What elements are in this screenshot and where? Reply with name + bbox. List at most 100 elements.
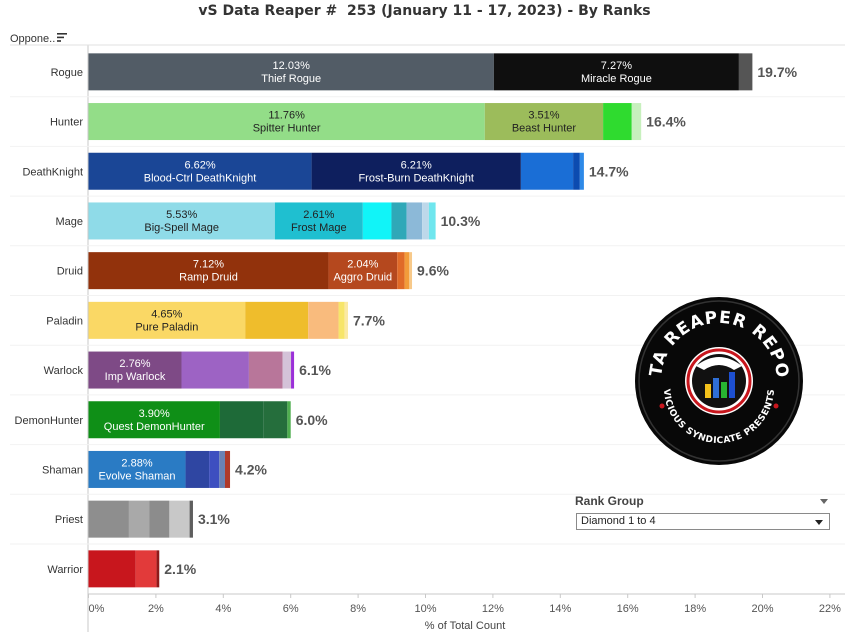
segment-value-label: 12.03% xyxy=(273,60,311,72)
segment-name-label: Spitter Hunter xyxy=(253,123,321,135)
bar-segment xyxy=(308,301,339,339)
category-label: DemonHunter xyxy=(15,415,84,427)
bar-segment xyxy=(406,202,423,240)
bar-segment xyxy=(362,202,392,240)
x-tick-label: 4% xyxy=(215,603,231,615)
category-total-label: 7.7% xyxy=(353,312,385,328)
segment-name-label: Evolve Shaman xyxy=(99,470,176,482)
bar-segment xyxy=(520,152,574,190)
segment-name-label: Miracle Rogue xyxy=(581,73,652,85)
x-tick-label: 14% xyxy=(549,603,571,615)
bar-segment xyxy=(88,252,329,290)
bar-segment xyxy=(88,152,312,190)
segment-value-label: 3.90% xyxy=(139,408,170,420)
bar-segment xyxy=(88,550,136,588)
category-label: Warlock xyxy=(44,365,84,377)
bar-segment xyxy=(493,53,739,91)
x-tick-label: 6% xyxy=(283,603,299,615)
bar-segment xyxy=(409,252,413,290)
category-total-label: 4.2% xyxy=(235,461,267,477)
segment-value-label: 7.27% xyxy=(601,60,632,72)
bar-segment xyxy=(631,103,642,141)
segment-value-label: 5.53% xyxy=(166,209,197,221)
bar-segment xyxy=(422,202,429,240)
segment-value-label: 6.21% xyxy=(401,159,432,171)
category-total-label: 16.4% xyxy=(646,114,686,130)
data-reaper-logo: DATA REAPER REPORT VICIOUS SYNDICATE PRE… xyxy=(634,296,803,465)
bar-segment xyxy=(291,351,295,389)
bar-segment xyxy=(88,301,246,339)
bar-segment xyxy=(484,103,604,141)
bar-segment xyxy=(88,103,485,141)
bar-segment xyxy=(88,500,129,538)
category-label: Paladin xyxy=(46,315,83,327)
x-tick-label: 16% xyxy=(617,603,639,615)
bar-segment xyxy=(88,202,275,240)
bar-segment xyxy=(185,450,210,488)
bar-segment xyxy=(311,152,521,190)
bar-segment xyxy=(181,351,249,389)
category-label: Rogue xyxy=(51,67,83,79)
category-label: DeathKnight xyxy=(22,166,83,178)
segment-value-label: 7.12% xyxy=(193,259,224,271)
x-tick-label: 0% xyxy=(89,603,105,615)
bar-segment xyxy=(404,252,410,290)
category-total-label: 6.0% xyxy=(296,412,328,428)
x-tick-label: 22% xyxy=(819,603,841,615)
bar-segment xyxy=(88,351,182,389)
bar-segment xyxy=(274,202,363,240)
bar-segment xyxy=(428,202,436,240)
sort-icon[interactable] xyxy=(56,32,68,44)
segment-name-label: Frost-Burn DeathKnight xyxy=(358,172,474,184)
bar-segment xyxy=(573,152,580,190)
segment-value-label: 4.65% xyxy=(151,308,182,320)
rank-group-label: Rank Group xyxy=(575,494,644,508)
segment-value-label: 2.76% xyxy=(119,358,150,370)
x-tick-label: 20% xyxy=(751,603,773,615)
bar-segment xyxy=(88,401,220,439)
segment-name-label: Aggro Druid xyxy=(333,272,392,284)
rank-group-select[interactable]: Diamond 1 to 4 xyxy=(576,513,830,530)
bar-segment xyxy=(156,550,160,588)
bar-segment xyxy=(135,550,157,588)
bar-segment xyxy=(88,450,186,488)
category-total-label: 10.3% xyxy=(441,213,481,229)
category-label: Priest xyxy=(55,514,83,526)
bar-segment xyxy=(338,301,345,339)
segment-name-label: Blood-Ctrl DeathKnight xyxy=(144,172,257,184)
x-tick-label: 10% xyxy=(414,603,436,615)
bar-segment xyxy=(149,500,170,538)
segment-name-label: Pure Paladin xyxy=(135,321,198,333)
category-label: Mage xyxy=(55,216,83,228)
x-tick-label: 12% xyxy=(482,603,504,615)
x-tick-label: 2% xyxy=(148,603,164,615)
rank-group-menu-icon[interactable] xyxy=(820,499,828,504)
bar-segment xyxy=(738,53,753,91)
category-total-label: 2.1% xyxy=(164,561,196,577)
bar-segment xyxy=(579,152,584,190)
segment-name-label: Imp Warlock xyxy=(105,371,166,383)
bar-segment xyxy=(344,301,348,339)
segment-name-label: Frost Mage xyxy=(291,222,347,234)
segment-value-label: 2.88% xyxy=(121,457,152,469)
category-label: Shaman xyxy=(42,464,83,476)
bar-segment xyxy=(128,500,150,538)
row-header-label[interactable]: Oppone.. xyxy=(10,33,56,45)
bar-segment xyxy=(224,450,231,488)
segment-name-label: Thief Rogue xyxy=(261,73,321,85)
rank-group-selected-value: Diamond 1 to 4 xyxy=(581,515,656,527)
bar-segment xyxy=(248,351,283,389)
x-tick-label: 18% xyxy=(684,603,706,615)
bar-segment xyxy=(189,500,193,538)
segment-name-label: Beast Hunter xyxy=(512,123,577,135)
segment-value-label: 2.61% xyxy=(303,209,334,221)
bar-segment xyxy=(287,401,291,439)
x-tick-label: 8% xyxy=(350,603,366,615)
segment-value-label: 3.51% xyxy=(528,110,559,122)
bar-segment xyxy=(219,401,264,439)
bar-segment xyxy=(397,252,405,290)
category-label: Druid xyxy=(57,266,83,278)
bar-segment xyxy=(88,53,494,91)
segment-name-label: Big-Spell Mage xyxy=(144,222,219,234)
